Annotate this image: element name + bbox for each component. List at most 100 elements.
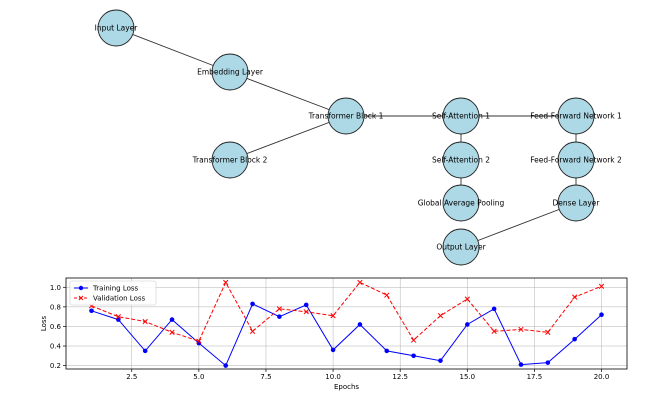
graph-node-label: Output Layer <box>436 243 486 252</box>
data-point <box>115 313 121 320</box>
graph-node-sa2: Self-Attention 2 <box>432 141 490 179</box>
graph-node-sa1: Self-Attention 1 <box>432 97 490 135</box>
graph-node-input: Input Layer <box>95 9 139 47</box>
data-point <box>89 308 94 314</box>
network-graph: Input Layer Embedding Layer Transformer Bl… <box>95 9 622 266</box>
data-point <box>357 322 363 327</box>
graph-node-label: Transformer Block 1 <box>308 112 384 121</box>
data-point <box>384 292 390 298</box>
data-point <box>598 283 605 289</box>
data-point <box>142 348 148 354</box>
data-point <box>518 362 524 367</box>
x-axis-label: Epochs <box>334 383 359 391</box>
data-point <box>411 353 416 359</box>
x-tick-label: 2.5 <box>126 373 137 381</box>
graph-node-label: Embedding Layer <box>197 68 264 77</box>
graph-node-circle <box>557 184 595 222</box>
y-axis-label: Loss <box>40 315 48 331</box>
graph-node-label: Feed-Forward Network 1 <box>530 112 622 121</box>
legend-entry: Validation Loss <box>74 295 145 303</box>
y-tick-label: 0.6 <box>50 323 62 331</box>
x-tick-label: 7.5 <box>260 373 271 381</box>
series-validation-loss <box>88 279 605 344</box>
series-line <box>91 281 602 342</box>
data-point <box>545 360 551 365</box>
graph-node-out: Output Layer <box>436 228 487 266</box>
legend-entry: Training Loss <box>74 285 139 293</box>
graph-node-circle <box>211 141 249 179</box>
x-tick-label: 17.5 <box>527 373 543 381</box>
graph-node-circle <box>442 141 480 179</box>
graph-node-ffn1: Feed-Forward Network 1 <box>530 97 622 135</box>
y-tick-label: 0.8 <box>50 303 61 311</box>
y-tick-label: 1.0 <box>50 284 61 292</box>
graph-node-circle <box>442 228 480 266</box>
x-tick-label: 12.5 <box>392 373 408 381</box>
data-point <box>169 317 175 322</box>
legend-box <box>69 280 157 306</box>
data-point <box>464 322 470 327</box>
graph-node-circle <box>97 9 135 47</box>
data-point <box>491 306 497 312</box>
graph-node-label: Global Average Pooling <box>418 199 505 208</box>
graph-node-circle <box>442 184 480 222</box>
data-point <box>384 348 390 354</box>
y-tick-label: 0.2 <box>50 362 61 370</box>
legend-marker <box>78 295 84 301</box>
data-point <box>142 318 148 325</box>
graph-node-label: Feed-Forward Network 2 <box>530 156 622 165</box>
data-point <box>277 314 282 319</box>
graph-node-ffn2: Feed-Forward Network 2 <box>530 141 622 179</box>
x-tick-label: 5.0 <box>193 373 204 381</box>
graph-edges <box>115 27 577 248</box>
data-point <box>196 338 202 344</box>
graph-node-circle <box>442 97 480 135</box>
legend: Training Loss Validation Loss <box>69 280 157 306</box>
data-point <box>223 279 229 286</box>
graph-node-tb2: Transformer Block 2 <box>192 141 268 179</box>
data-point <box>491 328 497 334</box>
data-point <box>276 306 283 312</box>
graph-node-label: Transformer Block 2 <box>192 156 268 165</box>
data-point <box>572 336 577 342</box>
data-point <box>599 312 604 317</box>
y-tick-label: 0.4 <box>50 343 62 351</box>
loss-chart: 2.5 5.0 7.5 10.0 12.5 15.0 17.5 20.0 0.20.40.60… <box>40 277 628 391</box>
legend-label: Training Loss <box>92 285 139 293</box>
graph-node-circle <box>211 53 249 91</box>
graph-edge-input-embed <box>115 27 231 73</box>
x-axis-ticks: 2.5 5.0 7.5 10.0 12.5 15.0 17.5 20.0 <box>126 369 609 381</box>
graph-node-label: Input Layer <box>95 24 139 33</box>
graph-edge-dense-out <box>460 202 577 248</box>
graph-node-label: Dense Layer <box>553 199 601 208</box>
data-point <box>223 363 229 368</box>
data-point <box>303 309 309 315</box>
data-point <box>169 329 175 335</box>
series-layer <box>88 279 605 368</box>
data-point <box>303 302 309 308</box>
graph-node-circle <box>557 141 595 179</box>
x-tick-label: 20.0 <box>594 373 610 381</box>
graph-nodes: Input Layer Embedding Layer Transformer Bl… <box>95 9 622 266</box>
data-point <box>437 313 444 319</box>
data-point <box>545 329 551 335</box>
graph-node-label: Self-Attention 2 <box>432 156 490 165</box>
data-point <box>572 294 578 300</box>
data-point <box>250 301 255 307</box>
graph-node-circle <box>557 97 595 135</box>
graph-node-label: Self-Attention 1 <box>432 112 490 121</box>
data-point <box>438 358 443 363</box>
graph-node-embed: Embedding Layer <box>197 53 264 91</box>
graph-edge-embed-tb1 <box>229 71 347 117</box>
data-point <box>518 326 524 333</box>
data-point <box>330 313 336 319</box>
graph-node-circle <box>327 97 365 135</box>
graph-node-gap: Global Average Pooling <box>418 184 505 222</box>
data-point <box>330 347 336 353</box>
x-tick-label: 10.0 <box>325 373 341 381</box>
legend-label: Validation Loss <box>93 295 145 303</box>
series-line <box>91 303 602 367</box>
legend-marker <box>78 285 84 291</box>
data-point <box>249 328 256 334</box>
